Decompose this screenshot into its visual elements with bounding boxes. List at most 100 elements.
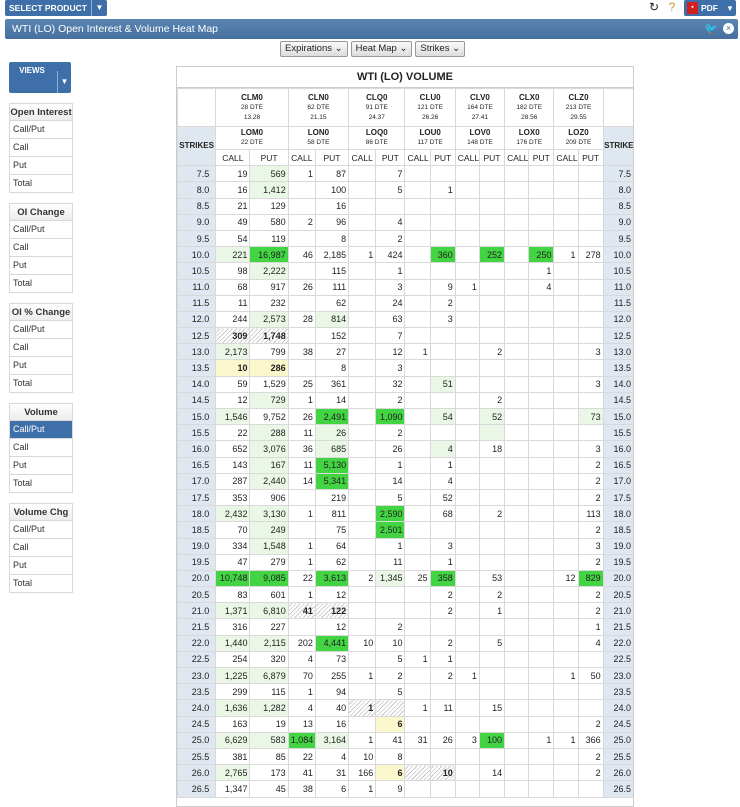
put-volume-cell: 6 <box>375 764 406 782</box>
put-volume-cell: 4 <box>375 213 406 231</box>
call-volume-cell <box>553 488 579 507</box>
views-button[interactable]: VIEWS ▼ <box>9 62 71 93</box>
call-volume-cell: 11 <box>215 294 251 312</box>
strike-cell-right: 21.5 <box>602 618 633 636</box>
chevron-down-icon[interactable]: ▼ <box>90 0 107 16</box>
strikes-label: Strikes <box>420 43 450 54</box>
view-option[interactable]: Call <box>9 539 73 557</box>
strike-cell: 14.5 <box>177 391 217 410</box>
call-volume-cell <box>504 278 530 296</box>
call-volume-cell <box>553 747 579 766</box>
put-volume-cell: 2 <box>577 521 604 539</box>
put-volume-cell: 3 <box>429 310 456 329</box>
put-volume-cell <box>429 683 456 701</box>
put-volume-cell: 580 <box>249 213 289 231</box>
view-option[interactable]: Call <box>9 439 73 457</box>
put-volume-cell: 3 <box>375 278 406 296</box>
chevron-down-icon[interactable]: ▼ <box>726 3 734 13</box>
view-option[interactable]: Total <box>9 375 73 393</box>
call-volume-cell: 1 <box>287 586 316 604</box>
expirations-dropdown[interactable]: Expirations ⌄ <box>280 41 348 57</box>
view-option[interactable]: Call <box>9 339 73 357</box>
view-option[interactable]: Call/Put <box>9 521 73 539</box>
heat-map-dropdown[interactable]: Heat Map ⌄ <box>350 41 413 57</box>
call-volume-cell: 2,432 <box>215 505 251 523</box>
call-volume-cell <box>454 650 480 669</box>
future-header: CLN0 62 DTE 21.15 <box>287 88 350 127</box>
call-volume-cell <box>404 521 431 539</box>
strike-row: 8.5 21 129 16 8.5 <box>177 197 633 215</box>
select-product-label: SELECT PRODUCT <box>9 3 87 13</box>
call-volume-cell <box>504 407 530 426</box>
help-icon[interactable]: ? <box>668 0 676 14</box>
call-volume-cell: 46 <box>287 246 316 264</box>
call-volume-cell: 1,371 <box>215 602 251 620</box>
view-option[interactable]: Put <box>9 357 73 375</box>
future-price: 21.15 <box>310 113 327 121</box>
call-volume-cell <box>454 715 480 733</box>
put-volume-cell: 2 <box>577 456 604 474</box>
future-dte: 91 DTE <box>365 103 388 111</box>
put-volume-cell: 4,441 <box>314 634 350 652</box>
view-option[interactable]: Put <box>9 157 73 175</box>
call-volume-cell <box>454 683 480 701</box>
strike-cell-right: 26.0 <box>602 764 633 782</box>
strike-cell-right: 13.0 <box>602 343 633 361</box>
strike-cell: 22.5 <box>177 650 217 669</box>
view-option[interactable]: Total <box>9 275 73 293</box>
put-volume-cell: 2 <box>429 634 456 652</box>
call-volume-cell: 13 <box>287 715 316 733</box>
call-volume-cell <box>454 440 480 458</box>
put-volume-cell: 250 <box>528 246 555 264</box>
twitter-icon[interactable]: 🐦 <box>704 23 718 35</box>
put-column-header: PUT <box>249 148 289 167</box>
put-volume-cell <box>528 553 555 571</box>
close-icon[interactable]: × <box>723 23 734 34</box>
view-option[interactable]: Put <box>9 457 73 475</box>
strike-cell-right: 18.0 <box>602 505 633 523</box>
chevron-down-icon[interactable]: ▼ <box>57 71 71 93</box>
refresh-icon[interactable]: ↻ <box>648 0 660 14</box>
put-volume-cell: 96 <box>314 213 350 231</box>
view-option[interactable]: Put <box>9 257 73 275</box>
chevron-down-icon: ⌄ <box>452 43 461 54</box>
call-volume-cell <box>504 424 530 442</box>
select-product-button[interactable]: SELECT PRODUCT ▼ <box>5 0 107 16</box>
call-volume-cell <box>348 262 377 280</box>
put-volume-cell <box>577 278 604 296</box>
pdf-button[interactable]: ▪ PDF ▼ <box>684 0 736 16</box>
put-volume-cell: 18 <box>478 440 506 458</box>
put-volume-cell: 1,548 <box>249 537 289 555</box>
call-volume-cell: 244 <box>215 310 251 329</box>
view-option[interactable]: Total <box>9 575 73 593</box>
strike-cell: 18.0 <box>177 505 217 523</box>
strikes-dropdown[interactable]: Strikes ⌄ <box>415 41 466 57</box>
strike-row: 25.5 381 85 22 4 10 8 2 25.5 <box>177 747 633 766</box>
view-option[interactable]: Put <box>9 557 73 575</box>
put-volume-cell: 68 <box>429 505 456 523</box>
put-volume-cell: 16 <box>314 197 350 215</box>
strike-cell: 26.0 <box>177 764 217 782</box>
put-volume-cell: 8 <box>375 747 406 766</box>
strike-cell-right: 14.0 <box>602 375 633 393</box>
view-option[interactable]: Call <box>9 139 73 157</box>
view-option[interactable]: Call/Put <box>9 421 73 439</box>
view-option[interactable]: Call/Put <box>9 221 73 239</box>
put-volume-cell: 1,345 <box>375 569 406 588</box>
strike-cell: 9.5 <box>177 229 217 248</box>
call-volume-cell <box>504 327 530 345</box>
put-volume-cell: 9 <box>375 780 406 798</box>
call-volume-cell: 19 <box>215 165 251 183</box>
view-option[interactable]: Call/Put <box>9 121 73 139</box>
view-option[interactable]: Total <box>9 475 73 493</box>
future-dte: 164 DTE <box>467 103 493 111</box>
put-volume-cell <box>528 229 555 248</box>
view-option[interactable]: Call <box>9 239 73 257</box>
put-volume-cell: 2,185 <box>314 246 350 264</box>
put-volume-cell: 10 <box>429 764 456 782</box>
view-option[interactable]: Total <box>9 175 73 193</box>
view-option[interactable]: Call/Put <box>9 321 73 339</box>
future-price: 26.26 <box>421 113 439 121</box>
put-volume-cell: 814 <box>314 310 350 329</box>
put-volume-cell: 569 <box>249 165 289 183</box>
